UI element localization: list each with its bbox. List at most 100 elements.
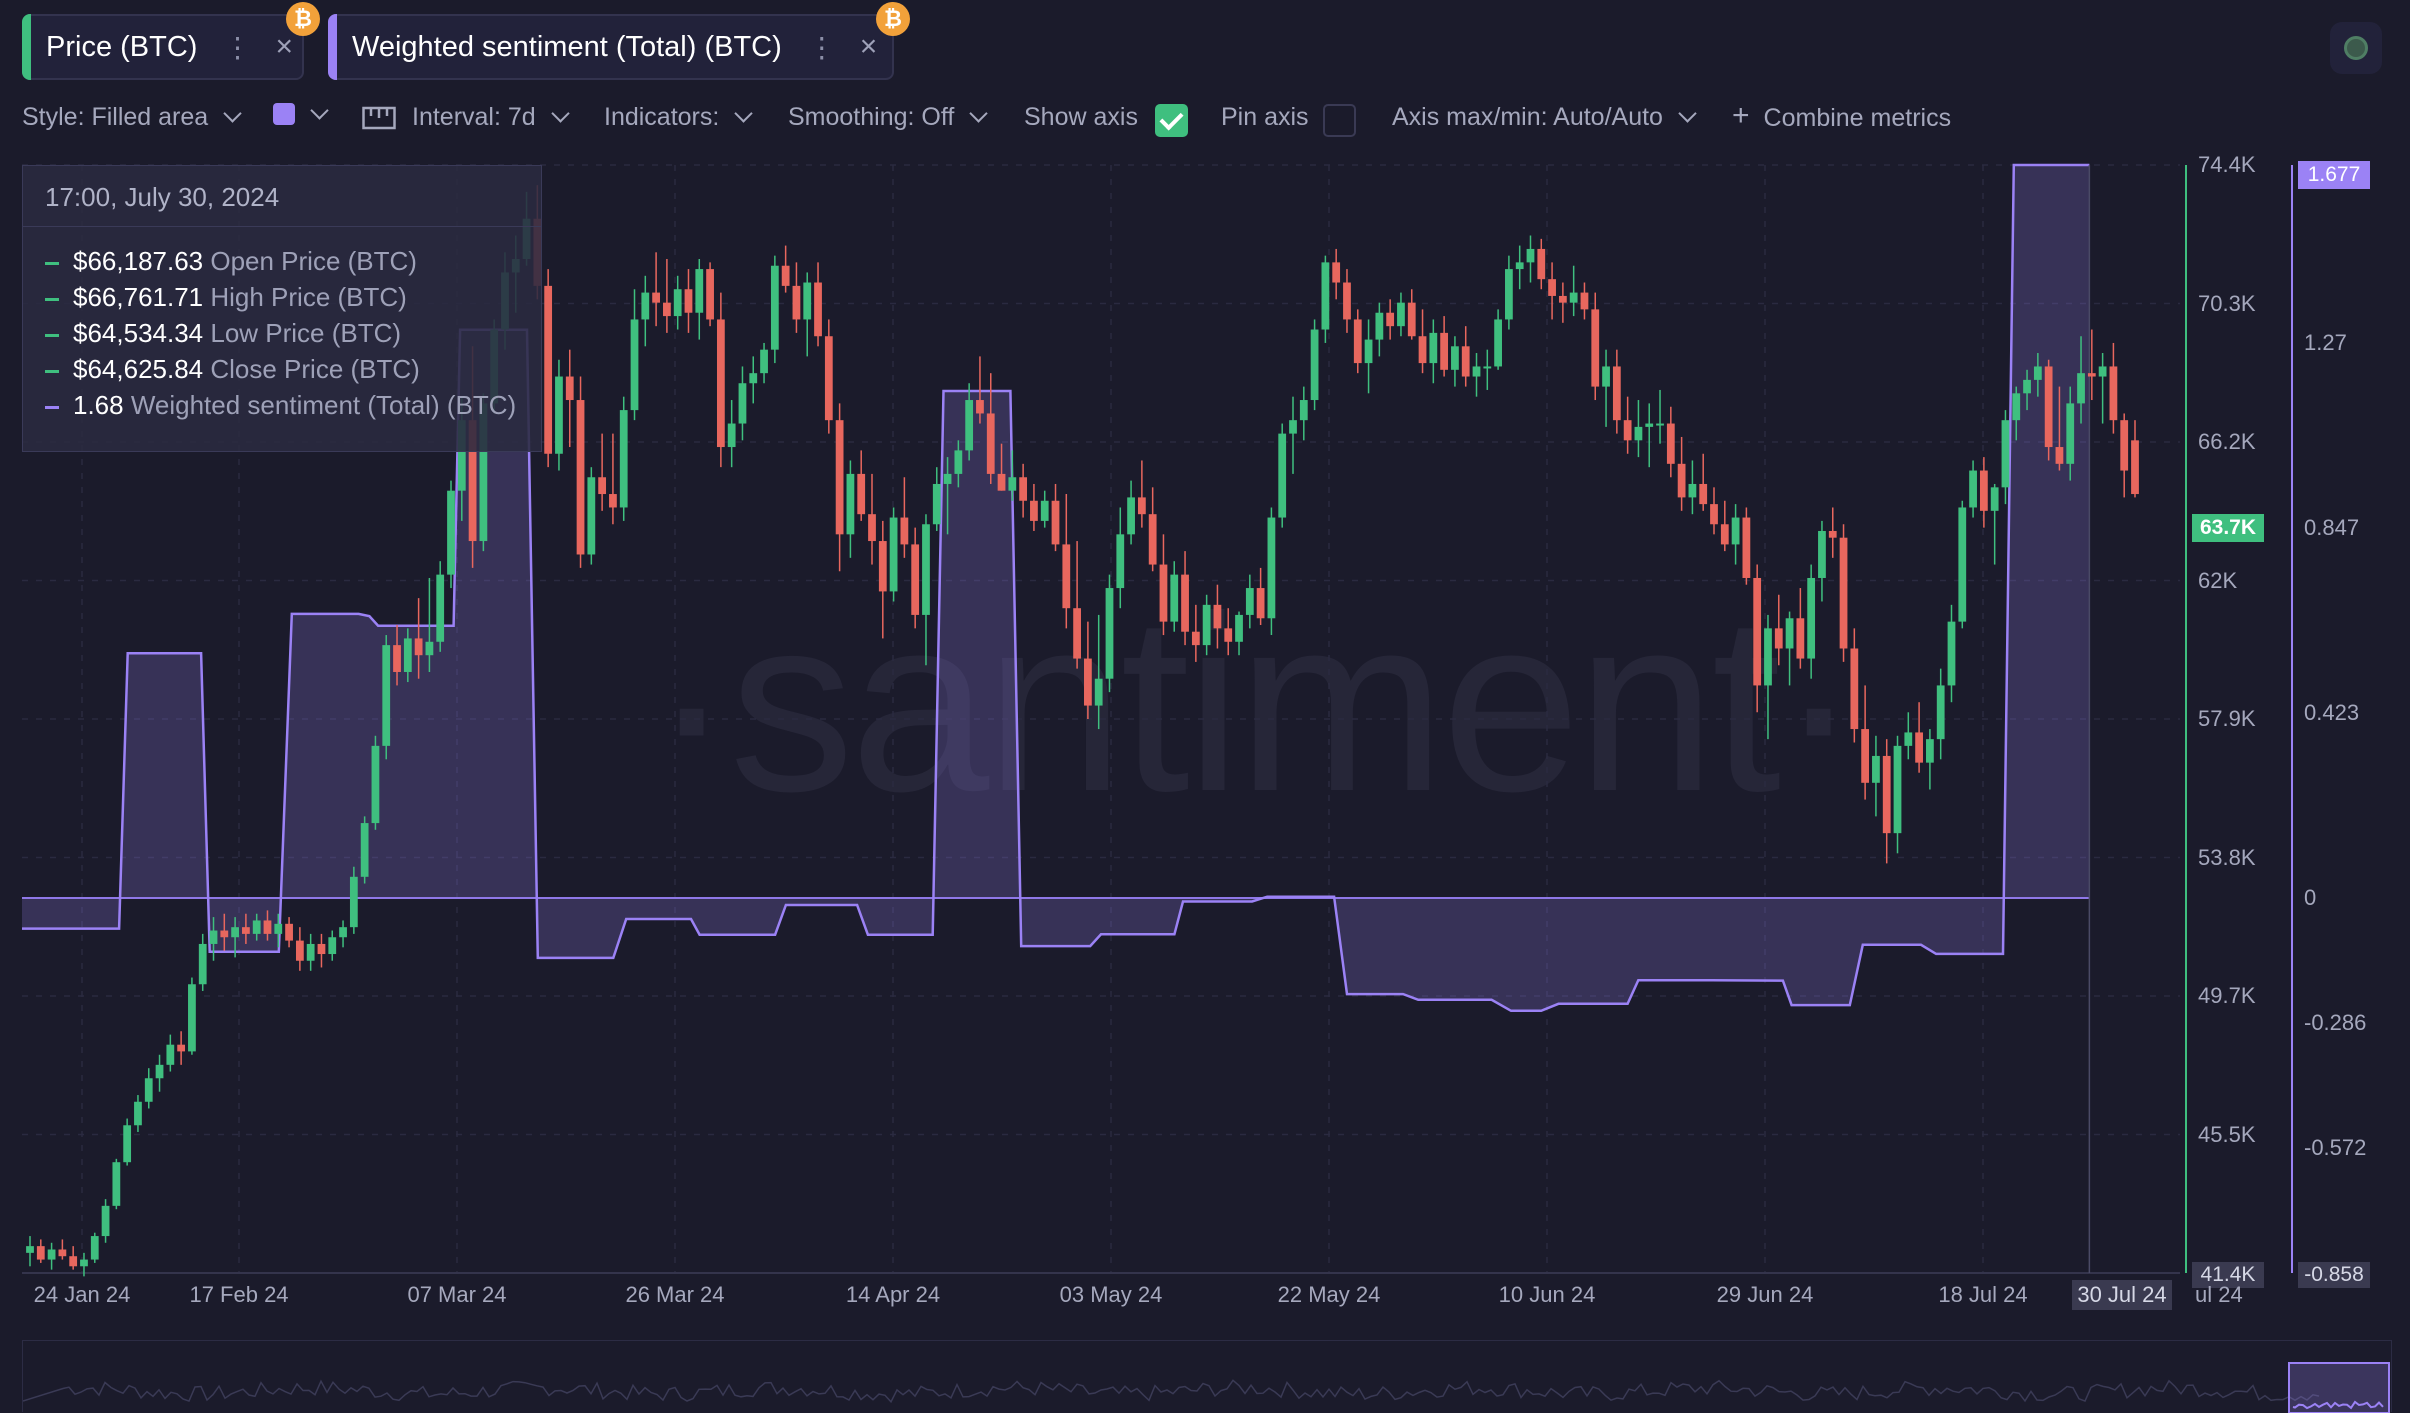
navigator-line (23, 1379, 2320, 1404)
candle-body (2066, 403, 2075, 464)
candle-body (1926, 739, 1934, 763)
sentiment-axis-tick: -0.286 (2304, 1009, 2367, 1035)
x-axis-tick: 24 Jan 24 (33, 1282, 131, 1307)
range-navigator[interactable] (22, 1340, 2392, 1413)
candle-body (1170, 574, 1179, 622)
candle-body (1418, 336, 1427, 364)
candle-body (317, 943, 326, 955)
candle-body (824, 336, 833, 421)
candle-body (965, 400, 974, 451)
candle-body (630, 319, 639, 411)
show-axis-checkbox[interactable] (1155, 104, 1188, 137)
candle-body (846, 473, 855, 535)
tooltip-value: $64,534.34 (73, 318, 211, 348)
candle-body (47, 1249, 56, 1260)
tooltip-label: Low Price (BTC) (210, 318, 402, 348)
candle-body (1634, 426, 1643, 441)
x-cursor-date-tag: 30 Jul 24 (2072, 1280, 2172, 1310)
candle-body (80, 1259, 88, 1267)
candle-body (1030, 500, 1038, 521)
santiment-watermark: ·santiment· (650, 564, 1860, 843)
smoothing-dropdown[interactable]: Smoothing: Off (788, 103, 988, 132)
candle-body (878, 541, 887, 592)
candle-body (101, 1205, 110, 1237)
candle-body (155, 1064, 164, 1079)
candle-body (295, 940, 304, 961)
candle-body (274, 923, 283, 934)
candle-body (1677, 463, 1686, 498)
candle-body (544, 285, 553, 454)
candle-body (1181, 574, 1189, 632)
price-axis-tick: 62K (2198, 567, 2238, 593)
candle-body (1105, 588, 1114, 679)
candle-body (835, 420, 844, 535)
x-axis-tick: 10 Jun 24 (1498, 1282, 1596, 1307)
axis-maxmin-dropdown[interactable]: Axis max/min: Auto/Auto (1392, 103, 1697, 132)
price-axis-tick: 45.5K (2198, 1121, 2256, 1147)
candle-body (857, 473, 866, 515)
close-icon[interactable]: × (859, 30, 878, 63)
legend-dash (45, 369, 59, 373)
candle-body (360, 823, 369, 877)
candle-body (69, 1256, 78, 1267)
tooltip-divider (23, 226, 541, 227)
indicators-dropdown[interactable]: Indicators: (604, 103, 754, 132)
tooltip-title: 17:00, July 30, 2024 (45, 182, 280, 212)
candle-body (1494, 319, 1502, 367)
candle-body (1084, 658, 1092, 706)
candle-body (889, 517, 898, 592)
metric-tab-sentiment[interactable]: Weighted sentiment (Total) (BTC) ⋮ × ₿ (328, 2, 910, 80)
plus-icon: + (1732, 99, 1750, 132)
more-options-icon[interactable]: ⋮ (807, 31, 836, 63)
candle-body (684, 289, 693, 313)
tooltip-label: Open Price (BTC) (210, 246, 417, 276)
candle-body (1666, 423, 1675, 464)
sentiment-axis-min-tag: -0.858 (2298, 1262, 2370, 1288)
pin-axis-label: Pin axis (1221, 103, 1309, 131)
candle-body (1159, 564, 1168, 622)
candle-body (1688, 483, 1697, 498)
candle-body (1742, 517, 1751, 578)
x-axis-tick: 29 Jun 24 (1716, 1282, 1814, 1307)
candle-body (209, 930, 218, 944)
bitcoin-icon: ₿ (876, 2, 910, 36)
current-price-tag: 63.7K (2192, 514, 2264, 542)
more-options-icon[interactable]: ⋮ (223, 31, 252, 63)
combine-metrics-button[interactable]: + Combine metrics (1732, 99, 1951, 133)
candle-body (1537, 248, 1546, 280)
color-picker[interactable] (273, 100, 329, 125)
bitcoin-icon: ₿ (286, 2, 320, 36)
candle-body (727, 423, 736, 448)
candle-body (479, 403, 488, 542)
candle-body (1073, 608, 1081, 659)
candle-body (425, 641, 434, 656)
candle-body (954, 450, 963, 474)
x-tick-overflow: ul 24 (2195, 1282, 2243, 1307)
close-icon[interactable]: × (275, 30, 293, 63)
candle-body (1623, 420, 1632, 441)
candle-body (1656, 423, 1664, 426)
candle-body (468, 420, 477, 542)
metric-tab-price[interactable]: Price (BTC) ⋮ × ₿ (22, 2, 320, 80)
candle-body (587, 477, 596, 555)
candle-body (1429, 332, 1438, 364)
candle-body (1191, 631, 1200, 646)
pin-axis-checkbox[interactable] (1323, 104, 1356, 137)
status-indicator-button[interactable] (2330, 22, 2382, 74)
candle-body (263, 920, 272, 934)
tooltip-value: $66,761.71 (73, 282, 211, 312)
x-axis-tick: 17 Feb 24 (189, 1282, 289, 1307)
candle-body (1127, 497, 1135, 535)
tooltip-value: $66,187.63 (73, 246, 211, 276)
sentiment-line (22, 163, 2090, 1013)
candle-body (2077, 373, 2085, 404)
price-axis-tick: 66.2K (2198, 429, 2256, 454)
interval-dropdown[interactable]: Interval: 7d (362, 103, 570, 132)
style-dropdown[interactable]: Style: Filled area (22, 103, 242, 132)
candle-body (1979, 470, 1988, 511)
current-sentiment-tag: 1.677 (2298, 161, 2370, 189)
candle-body (663, 302, 671, 317)
candle-body (393, 645, 401, 672)
metric-color-bar (22, 14, 31, 80)
